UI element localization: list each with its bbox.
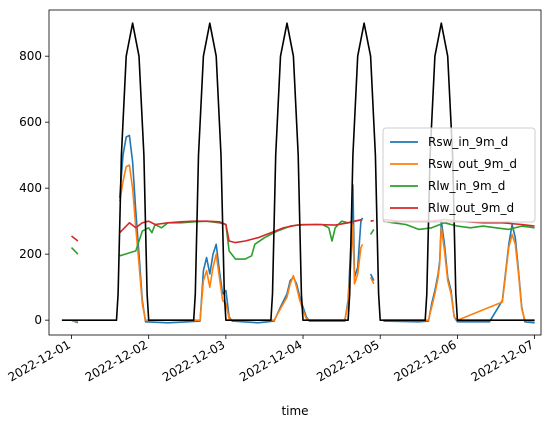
series-line-segment bbox=[118, 164, 364, 321]
series-line-segment bbox=[370, 219, 374, 222]
y-tick-label: 0 bbox=[34, 313, 42, 327]
y-axis: 0 200 400 600 800 bbox=[19, 49, 49, 327]
y-tick-label: 400 bbox=[19, 181, 42, 195]
y-tick-label: 800 bbox=[19, 49, 42, 63]
series-line-segment bbox=[383, 227, 535, 322]
series-line-segment bbox=[119, 218, 363, 244]
legend-box bbox=[382, 127, 536, 223]
legend: Rsw_in_9m_d Rsw_out_9m_d Rlw_in_9m_d Rlw_ou… bbox=[382, 127, 536, 223]
y-tick-label: 600 bbox=[19, 115, 42, 129]
y-tick-label: 200 bbox=[19, 247, 42, 261]
series-line-segment bbox=[61, 22, 535, 321]
x-axis-label: time bbox=[281, 404, 308, 418]
series-line-segment bbox=[71, 235, 79, 242]
series-line-segment bbox=[383, 220, 535, 231]
series-line-segment bbox=[369, 276, 375, 285]
series-layer bbox=[61, 22, 535, 324]
legend-label: Rlw_out_9m_d bbox=[428, 201, 514, 215]
series-line-segment bbox=[119, 218, 363, 260]
series-line-segment bbox=[70, 247, 79, 255]
legend-label: Rsw_in_9m_d bbox=[428, 135, 508, 149]
series-line-segment bbox=[369, 273, 375, 281]
legend-label: Rsw_out_9m_d bbox=[428, 157, 517, 171]
plot-area bbox=[48, 9, 542, 336]
legend-label: Rlw_in_9m_d bbox=[428, 179, 505, 193]
series-Rlw_in_9m_d bbox=[70, 218, 535, 260]
series-line-segment bbox=[369, 228, 375, 235]
series-reference-curve bbox=[61, 22, 535, 321]
plot-frame bbox=[48, 9, 542, 336]
